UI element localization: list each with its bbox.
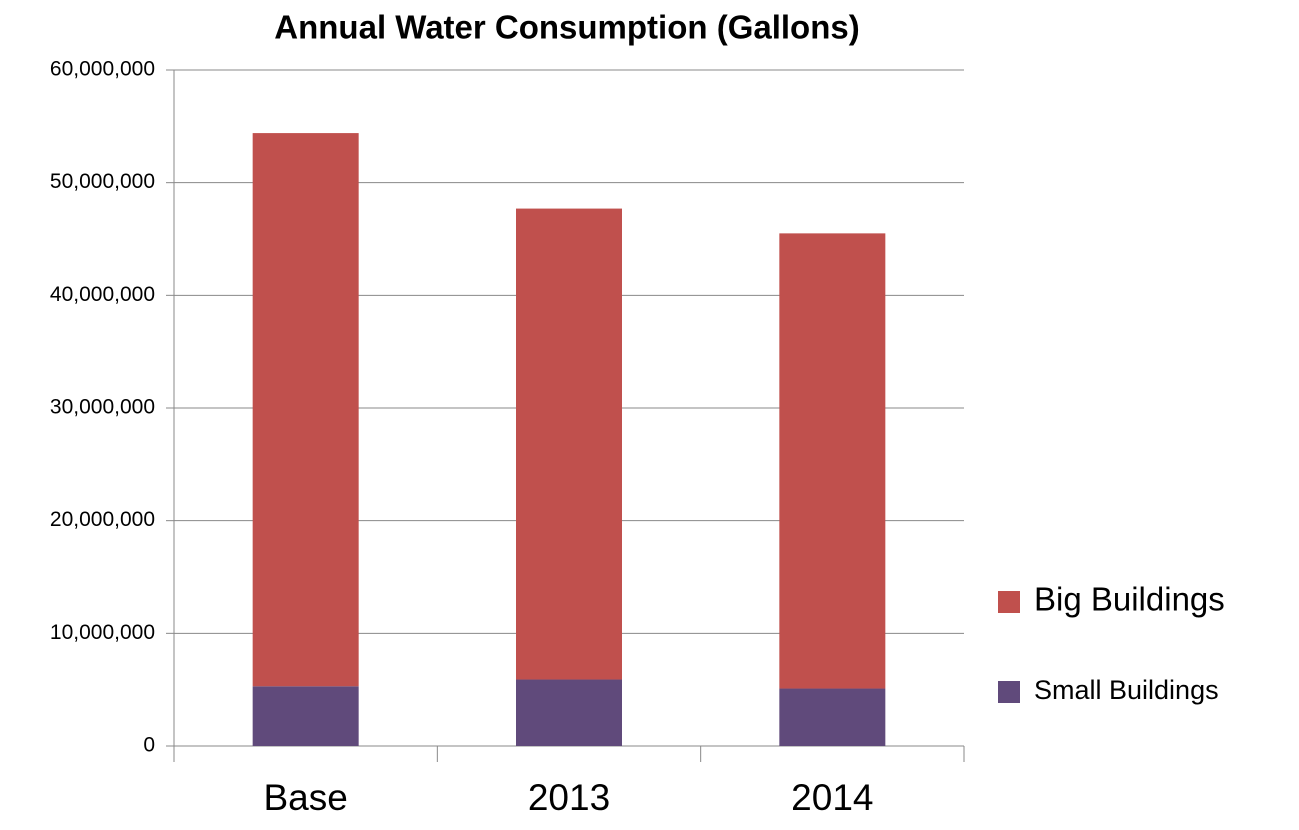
legend-label: Big Buildings [1034, 581, 1225, 618]
bar-segment [779, 688, 886, 746]
bar-segment [252, 686, 359, 746]
legend-swatch [998, 591, 1020, 613]
y-tick-label: 0 [143, 734, 155, 757]
legend-swatch [998, 681, 1020, 703]
y-tick-label: 20,000,000 [50, 508, 155, 531]
bar-segment [516, 679, 622, 746]
x-tick-label: 2014 [791, 777, 873, 818]
x-tick-label: Base [263, 777, 347, 818]
bar-segment [779, 233, 886, 689]
y-tick-label: 30,000,000 [50, 396, 155, 419]
legend-label: Small Buildings [1034, 675, 1219, 705]
bar-segment [252, 133, 359, 687]
x-tick-label: 2013 [528, 777, 610, 818]
chart-title: Annual Water Consumption (Gallons) [274, 9, 859, 46]
y-tick-label: 60,000,000 [50, 58, 155, 81]
y-tick-label: 10,000,000 [50, 621, 155, 644]
y-tick-label: 40,000,000 [50, 283, 155, 306]
bar-segment [516, 208, 622, 680]
y-tick-label: 50,000,000 [50, 170, 155, 193]
